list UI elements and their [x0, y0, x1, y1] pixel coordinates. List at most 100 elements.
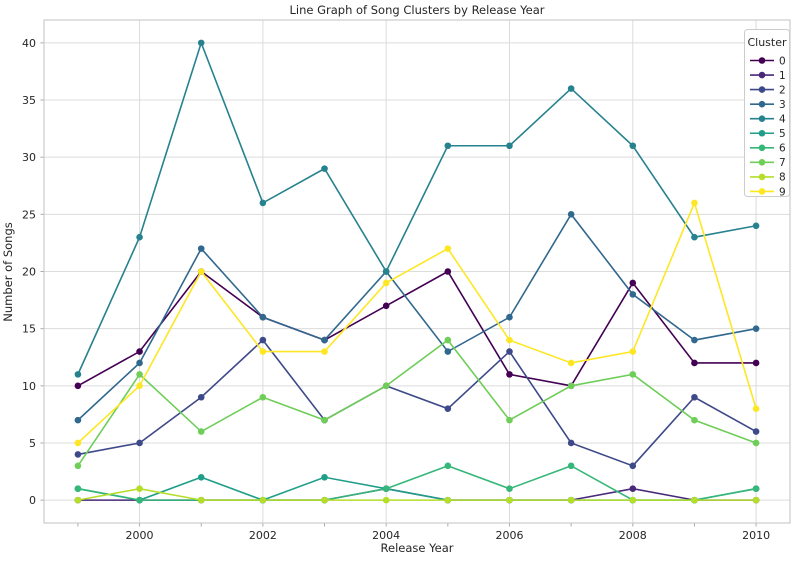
series-cluster-9	[74, 199, 760, 447]
series-cluster-8	[74, 485, 760, 504]
data-point	[567, 382, 575, 390]
data-point	[506, 348, 513, 355]
data-point	[74, 371, 82, 378]
data-point	[74, 451, 82, 458]
data-point	[691, 336, 698, 344]
legend-label: 0	[779, 55, 786, 67]
series-cluster-7	[74, 336, 760, 470]
data-point	[691, 416, 698, 424]
series-cluster-3	[74, 211, 760, 424]
data-point	[382, 268, 390, 275]
data-point	[567, 462, 575, 470]
data-point	[567, 85, 575, 92]
tick-label: 2010	[742, 529, 770, 542]
data-point	[629, 371, 637, 378]
legend-label: 5	[779, 128, 786, 140]
data-point	[74, 462, 82, 470]
legend-marker	[758, 173, 766, 181]
data-point	[752, 496, 760, 504]
legend-item-cluster-2: 2	[750, 84, 786, 96]
legend-title: Cluster	[747, 36, 787, 49]
data-point	[197, 268, 205, 275]
data-point	[752, 325, 760, 332]
legend-item-cluster-8: 8	[750, 172, 786, 184]
data-point	[506, 416, 513, 424]
data-point	[136, 496, 143, 504]
data-point	[691, 359, 698, 367]
data-point	[321, 416, 328, 424]
data-point	[444, 405, 452, 412]
data-point	[506, 485, 513, 493]
legend-item-cluster-1: 1	[750, 70, 786, 82]
legend-marker	[758, 115, 766, 122]
data-point	[74, 416, 82, 424]
data-point	[197, 428, 205, 435]
data-point	[259, 393, 267, 401]
legend-label: 8	[779, 172, 786, 184]
data-point	[197, 496, 205, 504]
series-line	[77, 270, 757, 387]
data-point	[506, 496, 513, 504]
tick-label: 30	[22, 151, 36, 164]
data-point	[629, 462, 637, 470]
data-point	[259, 199, 267, 207]
data-point	[136, 348, 143, 355]
data-point	[691, 233, 698, 241]
legend-marker	[758, 57, 766, 64]
data-point	[629, 142, 637, 150]
data-point	[382, 302, 390, 310]
data-point	[382, 496, 390, 504]
legend-label: 2	[779, 84, 786, 96]
legend-item-cluster-4: 4	[750, 114, 786, 126]
legend-item-cluster-9: 9	[750, 186, 786, 198]
data-point	[691, 393, 698, 401]
series-line	[77, 487, 757, 501]
legend-marker	[758, 144, 766, 152]
data-point	[567, 496, 575, 504]
data-point	[629, 485, 637, 493]
series-line	[77, 212, 757, 421]
data-point	[444, 496, 452, 504]
data-point	[567, 211, 575, 218]
data-point	[691, 496, 698, 504]
legend: Cluster 0 1 2 3 4 5 6 7 8 9	[744, 29, 790, 198]
data-point	[197, 245, 205, 252]
data-point	[136, 382, 143, 390]
legend-marker	[758, 86, 766, 93]
tick-label: 40	[22, 37, 36, 50]
legend-label: 4	[779, 114, 786, 126]
data-point	[444, 142, 452, 150]
legend-label: 6	[779, 143, 786, 155]
legend-item-cluster-0: 0	[750, 55, 786, 67]
data-point	[136, 439, 143, 447]
data-point	[259, 336, 267, 344]
data-point	[74, 439, 82, 447]
tick-label: 10	[22, 380, 36, 393]
legend-marker	[758, 159, 766, 166]
data-point	[321, 496, 328, 504]
data-point	[136, 485, 143, 493]
tick-label: 35	[22, 94, 36, 107]
data-point	[321, 165, 328, 172]
data-point	[382, 279, 390, 287]
tick-label: 2000	[126, 529, 154, 542]
tick-label: 2002	[249, 529, 277, 542]
x-axis-label: Release Year	[380, 541, 454, 555]
data-point	[382, 485, 390, 493]
legend-item-cluster-7: 7	[750, 157, 786, 169]
data-point	[259, 496, 267, 504]
data-point	[259, 348, 267, 355]
data-point	[506, 313, 513, 321]
series-line	[77, 200, 757, 444]
tick-label: 2008	[619, 529, 647, 542]
data-point	[691, 199, 698, 207]
data-point	[74, 496, 82, 504]
legend-label: 1	[779, 70, 786, 82]
data-point	[629, 279, 637, 287]
legend-item-cluster-3: 3	[750, 99, 786, 111]
chart-title: Line Graph of Song Clusters by Release Y…	[289, 3, 545, 17]
data-point	[567, 359, 575, 367]
tick-labels: 2000 2002 2004 2006 2008 2010 0 5 10 15 20 25 30 35 40	[22, 37, 770, 542]
